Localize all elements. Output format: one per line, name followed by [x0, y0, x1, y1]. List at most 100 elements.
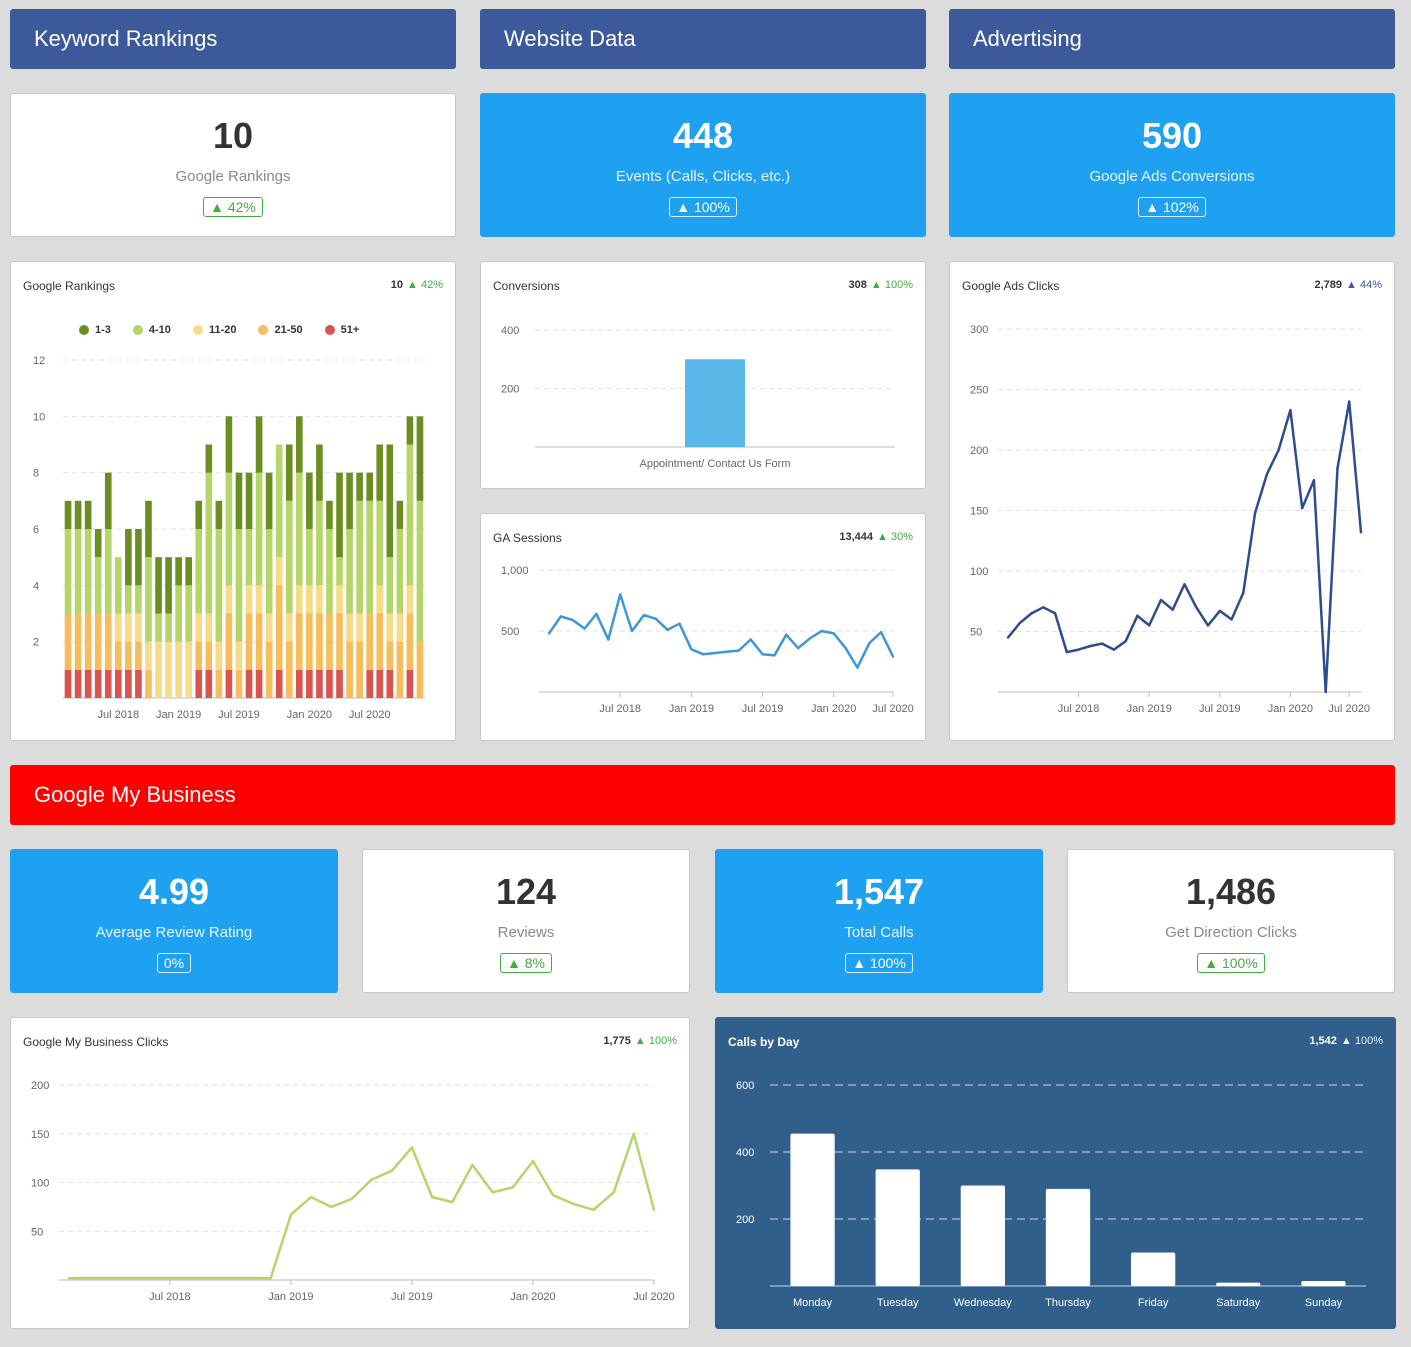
bar-segment — [275, 669, 283, 698]
data-point — [1148, 624, 1151, 627]
change-value: 100% — [884, 279, 913, 291]
conversions-chart[interactable]: 200 400 Appointment/ Contact Us Form — [481, 262, 927, 490]
bar-segment — [295, 669, 303, 698]
arrow-up-icon: ▲ — [852, 955, 867, 971]
legend-item-21-50[interactable]: 21-50 — [258, 324, 303, 336]
y-tick-label: 12 — [33, 355, 45, 367]
bar-segment — [275, 444, 283, 558]
arrow-up-icon: ▲ — [210, 199, 224, 215]
data-point — [761, 652, 764, 656]
kpi-google-ads-conversions[interactable]: 590 Google Ads Conversions ▲ 102% — [949, 93, 1395, 237]
x-tick-label: Jul 2018 — [149, 1291, 191, 1303]
bar-segment — [316, 585, 323, 614]
data-point — [1089, 644, 1092, 648]
arrow-up-icon: ▲ — [507, 955, 521, 971]
y-tick-label: 300 — [970, 324, 988, 336]
legend-item-11-20[interactable]: 11-20 — [192, 324, 237, 336]
bar-segment — [135, 613, 142, 642]
legend-item-51-plus[interactable]: 51+ — [324, 324, 359, 336]
x-tick-label: Monday — [793, 1297, 833, 1309]
kpi-label: Reviews — [497, 924, 555, 941]
kpi-get-direction-clicks[interactable]: 1,486 Get Direction Clicks ▲ 100% — [1067, 849, 1395, 993]
data-point — [531, 1159, 535, 1163]
bar-segment — [366, 472, 374, 501]
bar-segment — [336, 613, 343, 670]
bar-segment — [285, 613, 293, 642]
bar-segment — [306, 472, 313, 529]
kpi-reviews[interactable]: 124 Reviews ▲ 8% — [362, 849, 690, 993]
kpi-google-rankings[interactable]: 10 Google Rankings ▲ 42% — [10, 93, 456, 237]
data-point — [713, 651, 717, 655]
x-tick-label: Jul 2018 — [98, 709, 140, 721]
legend-label: 11-20 — [208, 324, 237, 336]
x-tick-label: Thursday — [1045, 1297, 1091, 1309]
bar-segment — [275, 585, 283, 670]
data-point — [654, 617, 657, 620]
x-tick-label: Jul 2020 — [872, 703, 914, 715]
bar-segment — [245, 613, 253, 670]
panel-gmb-clicks: Google My Business Clicks 1,775 ▲ 100% 50… — [10, 1017, 690, 1329]
gmb-clicks-chart[interactable]: 50 100 150 200 Jul 2018 Jan 2019 Jul 2019 Jan 2… — [11, 1018, 691, 1330]
arrow-up-icon: ▲ — [1204, 955, 1219, 971]
data-point — [229, 1276, 232, 1280]
bar-segment — [356, 500, 363, 614]
bar-segment — [215, 529, 223, 642]
data-point — [678, 622, 681, 625]
legend-item-1-3[interactable]: 1-3 — [79, 324, 111, 336]
y-tick-label: 400 — [501, 325, 519, 337]
bar-segment — [326, 500, 333, 529]
panel-title: GA Sessions — [493, 531, 562, 545]
legend-item-4-10[interactable]: 4-10 — [132, 324, 171, 336]
bar-segment — [285, 444, 293, 501]
panel-title: Google My Business Clicks — [23, 1035, 169, 1049]
google-rankings-chart[interactable]: 2 4 6 8 10 12 Jul 2018 Jan 2019 Jan 2020 Jul 2019… — [11, 262, 457, 742]
x-tick-label: Jan 2019 — [669, 703, 714, 715]
google-ads-clicks-chart[interactable]: 50 100 150 200 250 300 Jul 2018 Jan 2019 Jul 201… — [950, 262, 1396, 742]
data-point — [1136, 614, 1139, 617]
kpi-average-review-rating[interactable]: 4.99 Average Review Rating 0% — [10, 849, 338, 993]
data-point — [269, 1276, 272, 1280]
summary-value: 10 — [390, 279, 404, 291]
bar-segment — [215, 500, 223, 529]
bar-segment — [255, 585, 263, 614]
section-title: Google My Business — [34, 782, 236, 807]
legend-label: 1-3 — [95, 324, 111, 336]
bar-segment — [145, 641, 152, 670]
arrow-up-icon: ▲ — [1145, 199, 1160, 215]
ga-sessions-chart[interactable]: 500 1,000 Jul 2018 Jan 2019 Jul 2019 Jan 2020… — [481, 514, 927, 742]
kpi-label: Google Rankings — [175, 168, 291, 185]
bar — [1131, 1252, 1176, 1286]
change-badge: ▲ 100% — [669, 197, 737, 217]
y-tick-label: 500 — [501, 626, 519, 638]
x-tick-label: Friday — [1138, 1297, 1169, 1309]
bar-segment — [316, 669, 323, 698]
data-point — [1242, 591, 1245, 594]
panel-title: Conversions — [493, 279, 560, 293]
bar-segment — [245, 585, 253, 614]
bar-segment — [195, 529, 203, 614]
x-tick-label: Wednesday — [954, 1297, 1012, 1309]
bar-segment — [245, 529, 253, 586]
bar-segment — [145, 557, 152, 642]
bar — [685, 359, 745, 447]
kpi-events[interactable]: 448 Events (Calls, Clicks, etc.) ▲ 100% — [480, 93, 926, 237]
calls-by-day-chart[interactable]: 200 400 600 Monday Tuesday Wednesday Thursday F… — [716, 1018, 1397, 1330]
kpi-total-calls[interactable]: 1,547 Total Calls ▲ 100% — [715, 849, 1043, 993]
legend-dot-icon — [79, 325, 89, 335]
bar-segment — [346, 472, 353, 529]
series-line — [69, 1132, 656, 1280]
data-point — [879, 631, 883, 634]
change-value: 42% — [227, 199, 256, 215]
bar-segment — [386, 669, 394, 698]
bar-segment — [114, 613, 122, 642]
x-tick-label: Jan 2020 — [1268, 703, 1313, 715]
bar-segment — [195, 500, 203, 529]
arrow-up-icon: ▲ — [676, 199, 691, 215]
bar-segment — [406, 444, 414, 586]
data-point — [583, 627, 586, 630]
change-indicator: ▲ 30% — [877, 531, 913, 543]
data-point — [725, 650, 729, 653]
data-point — [630, 629, 634, 633]
bar-segment — [84, 669, 92, 698]
bar-segment — [356, 472, 363, 501]
